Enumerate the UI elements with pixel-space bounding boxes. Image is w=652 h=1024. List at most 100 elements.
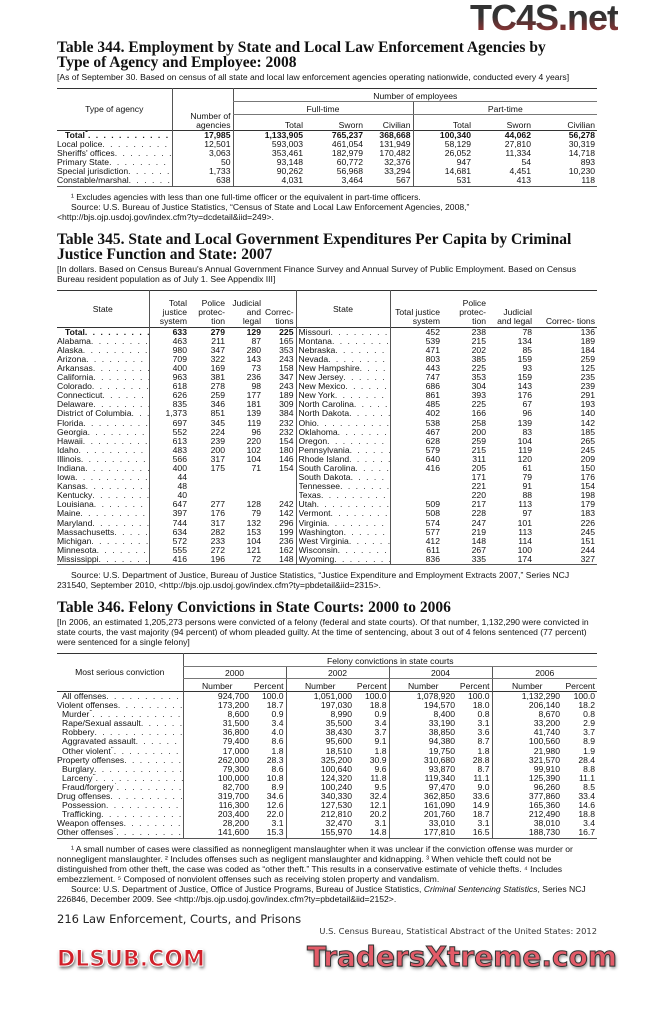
cell-value: 14,718 — [568, 149, 596, 159]
cell-value: 32,470 — [285, 819, 354, 829]
table-row: Alabama 463 211 87 165 Montana 539 215 134 189 — [57, 336, 597, 346]
row-label-text: South Dakota — [298, 473, 351, 483]
cell-value: 79,300 — [182, 764, 251, 774]
row-label: Oregon — [295, 436, 390, 446]
row-label-text: California — [57, 373, 94, 383]
cell-value: 58,129 — [412, 140, 473, 150]
footnote-marker: 5 — [113, 828, 117, 832]
cell-value: 10,230 — [568, 167, 596, 177]
cell-value: 628 — [389, 436, 442, 446]
cell-value: 17,985 — [171, 130, 233, 141]
dot-leader — [343, 373, 389, 382]
cell-value: 82,700 — [182, 782, 251, 793]
cell-value: 18.8 — [369, 701, 387, 711]
table-row: Massachusetts 634 282 153 199 Washington 577 21… — [57, 527, 597, 537]
row-label: Special jurisdiction — [57, 167, 172, 176]
cell-value: 539 — [389, 336, 442, 346]
cell-value: 139 — [517, 418, 532, 428]
cell-value: 385 — [471, 354, 486, 364]
row-label: Constable/marshal — [57, 176, 172, 187]
cell-value: 11,334 — [505, 149, 531, 159]
cell-value: 79 — [251, 509, 261, 519]
cell-value: 28.8 — [472, 755, 490, 765]
cell-value: 90,262 — [232, 167, 305, 177]
row-label: Nebraska — [295, 345, 390, 355]
row-label: Property offenses — [57, 756, 183, 765]
cell-value: 765,237 — [331, 130, 363, 140]
cell-value: 100,560 — [491, 737, 562, 747]
table-row: Maryland 744 317 132 296 Virginia 574 247 101 226 — [57, 518, 597, 528]
cell-value: 280 — [246, 345, 261, 355]
cell-value: 132 — [246, 518, 261, 528]
cell-value: 206,140 — [491, 701, 562, 711]
cell-value: 104 — [246, 454, 261, 464]
dot-leader — [360, 364, 390, 373]
row-label: Washington — [295, 527, 390, 537]
cell-value: 567 — [365, 176, 413, 187]
table-row: Iowa 44 South Dakota 171 79 176 — [57, 473, 597, 483]
table-345: State Total justice system Police protec… — [57, 290, 597, 565]
cell-value: 1,133,905 — [232, 130, 305, 141]
cell-value: 78 — [522, 327, 532, 337]
cell-value: 217 — [471, 500, 486, 510]
row-label: District of Columbia — [57, 409, 149, 418]
cell-value: 20.2 — [369, 810, 387, 820]
cell-value: 353 — [279, 345, 294, 355]
cell-value: 1,132,290 — [491, 691, 562, 702]
cell-value: 100,240 — [285, 782, 354, 793]
cell-value: 744 — [148, 518, 189, 528]
cell-value: 73 — [251, 363, 261, 373]
row-label: Florida — [57, 419, 149, 428]
col-ft-total: Total — [232, 114, 305, 131]
row-label-text: Wyoming — [298, 554, 335, 564]
cell-value: 202 — [471, 345, 486, 355]
row-label: Georgia — [57, 428, 149, 437]
row-label: All offenses — [57, 692, 183, 702]
cell-value: 325,200 — [285, 755, 354, 765]
cell-value: 531 — [412, 176, 473, 187]
cell-value: 345 — [210, 418, 225, 428]
cell-value: 28.3 — [266, 755, 284, 765]
dot-leader — [102, 391, 148, 400]
cell-value: 277 — [210, 500, 225, 510]
dot-leader — [80, 509, 148, 518]
cell-value: 95,600 — [285, 737, 354, 747]
row-label: Burglary — [57, 765, 183, 774]
row-label: Robbery — [57, 728, 183, 737]
col-year-2000: 2000 — [182, 666, 286, 679]
row-label: Louisiana — [57, 500, 149, 509]
cell-value: 593,003 — [232, 140, 305, 150]
cell-value: 212,490 — [491, 810, 562, 820]
cell-value: 79,400 — [182, 737, 251, 747]
cell-value: 747 — [389, 373, 442, 383]
table-346-section: Table 346. Felony Convictions in State C… — [57, 600, 598, 904]
table-row: Arizona 709 322 143 243 Nevada 803 385 159 259 — [57, 354, 597, 364]
dot-leader — [132, 409, 149, 418]
cell-value: 1.8 — [477, 746, 490, 756]
cell-value: 14,681 — [412, 167, 473, 177]
cell-value: 236 — [246, 373, 261, 383]
dot-leader — [327, 437, 389, 446]
cell-value: 120 — [517, 454, 532, 464]
table-row: Illinois 566 317 104 146 Rhode Island 640 311 12… — [57, 454, 597, 464]
dot-leader — [124, 819, 183, 828]
table-344-note: [As of September 30. Based on census of … — [57, 72, 570, 82]
row-label-text: Larceny — [62, 773, 93, 783]
dot-leader — [75, 473, 148, 482]
cell-value: 100.0 — [364, 691, 387, 701]
cell-value: 335 — [442, 554, 488, 565]
cell-value: 686 — [389, 382, 442, 392]
dot-leader — [117, 783, 183, 792]
table-row: Other violent 217,0001.818,5101.819,7501… — [57, 746, 597, 756]
row-label: Vermont — [295, 509, 390, 519]
cell-value: 1,051,000 — [285, 691, 354, 702]
row-label: Maine — [57, 509, 149, 518]
row-label-text: Burglary — [62, 764, 94, 774]
cell-value: 102 — [246, 445, 261, 455]
cell-value: 54 — [521, 158, 531, 168]
row-label: Pennsylvania — [295, 445, 390, 455]
row-label-text: Virginia — [298, 518, 328, 528]
